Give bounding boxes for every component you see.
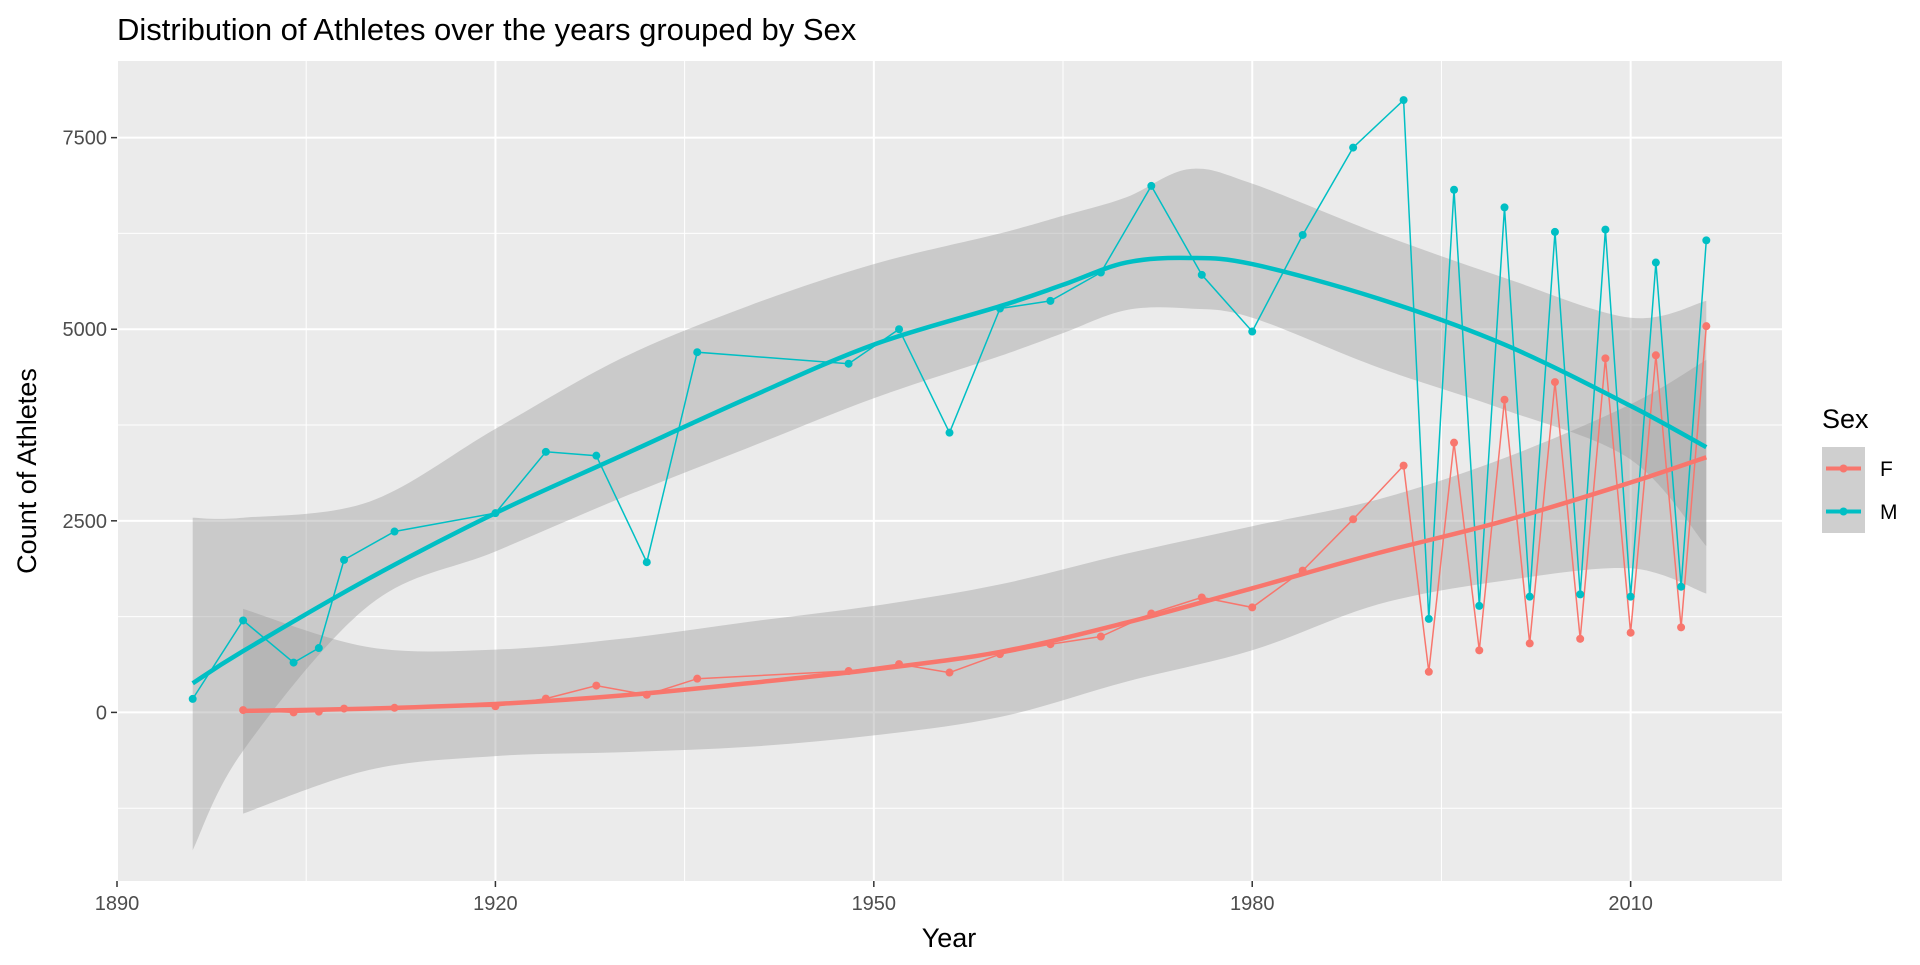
data-point-m <box>1349 143 1358 152</box>
data-point-f <box>1349 515 1358 524</box>
data-point-m <box>1626 592 1635 601</box>
data-point-m <box>1702 236 1711 245</box>
data-point-f <box>1651 351 1660 360</box>
data-point-m <box>1248 327 1257 336</box>
data-point-m <box>642 558 651 567</box>
y-tick-label: 0 <box>96 702 107 724</box>
data-point-f <box>1399 461 1408 470</box>
chart-title: Distribution of Athletes over the years … <box>117 12 857 47</box>
data-point-f <box>1626 628 1635 637</box>
data-point-f <box>1550 378 1559 387</box>
data-point-m <box>693 348 702 357</box>
confidence-ribbon-m <box>192 168 1707 851</box>
trend-line-f <box>243 455 1708 714</box>
data-point-m <box>390 527 399 536</box>
data-point-m <box>314 644 323 653</box>
data-point-m <box>1399 96 1408 105</box>
x-axis-title: Year <box>922 923 977 953</box>
axis-ticks: 1890 1920 1950 1980 2010 0 2500 5000 7500 <box>63 128 1653 915</box>
data-point-m <box>1651 258 1660 267</box>
y-tick-label: 7500 <box>63 128 108 150</box>
data-point-m <box>1677 582 1686 591</box>
confidence-ribbon-f <box>243 359 1707 814</box>
plot-panel <box>117 61 1782 881</box>
x-tick-label: 1890 <box>95 893 140 915</box>
x-tick-label: 2010 <box>1608 893 1653 915</box>
data-point-m <box>1475 601 1484 610</box>
legend-point-f <box>1839 464 1848 473</box>
data-point-f <box>1702 322 1711 331</box>
data-point-f <box>1248 603 1257 612</box>
legend-point-m <box>1839 507 1848 516</box>
data-point-f <box>1500 395 1509 404</box>
data-point-m <box>895 325 904 334</box>
trend-lines <box>191 255 1708 714</box>
data-point-f <box>1197 593 1206 602</box>
confidence-ribbons <box>192 168 1707 851</box>
data-point-m <box>1550 227 1559 236</box>
legend: Sex FM <box>1822 404 1898 533</box>
data-point-m <box>1298 230 1307 239</box>
data-point-f <box>1525 639 1534 648</box>
data-point-f <box>945 668 954 677</box>
data-point-f <box>1424 667 1433 676</box>
data-point-f <box>1475 646 1484 655</box>
data-point-m <box>188 694 197 703</box>
legend-title: Sex <box>1822 404 1869 434</box>
legend-label-f: F <box>1880 458 1893 481</box>
data-point-m <box>1525 592 1534 601</box>
data-point-f <box>1450 438 1459 447</box>
data-point-m <box>1450 185 1459 194</box>
legend-label-m: M <box>1880 501 1898 524</box>
data-point-f <box>1677 623 1686 632</box>
y-axis-title: Count of Athletes <box>12 368 42 574</box>
data-point-m <box>239 616 248 625</box>
data-point-m <box>592 451 601 460</box>
data-point-m <box>1424 614 1433 623</box>
data-point-m <box>1197 270 1206 279</box>
data-point-m <box>1046 296 1055 305</box>
x-tick-label: 1950 <box>852 893 897 915</box>
y-tick-label: 5000 <box>63 319 108 341</box>
data-point-m <box>289 658 298 667</box>
data-point-m <box>1576 590 1585 599</box>
y-tick-label: 2500 <box>63 511 108 533</box>
data-point-m <box>541 447 550 456</box>
data-point-f <box>1096 632 1105 641</box>
x-tick-label: 1980 <box>1230 893 1275 915</box>
data-point-m <box>340 555 349 564</box>
trend-line-m <box>191 255 1708 686</box>
data-point-m <box>844 359 853 368</box>
data-point-m <box>1601 225 1610 234</box>
data-point-f <box>592 681 601 690</box>
data-point-m <box>945 428 954 437</box>
data-point-f <box>693 674 702 683</box>
x-tick-label: 1920 <box>473 893 518 915</box>
data-point-f <box>1601 354 1610 363</box>
data-point-f <box>1576 634 1585 643</box>
data-point-m <box>1500 203 1509 212</box>
data-point-m <box>1147 181 1156 190</box>
grid-layer <box>116 61 1782 881</box>
